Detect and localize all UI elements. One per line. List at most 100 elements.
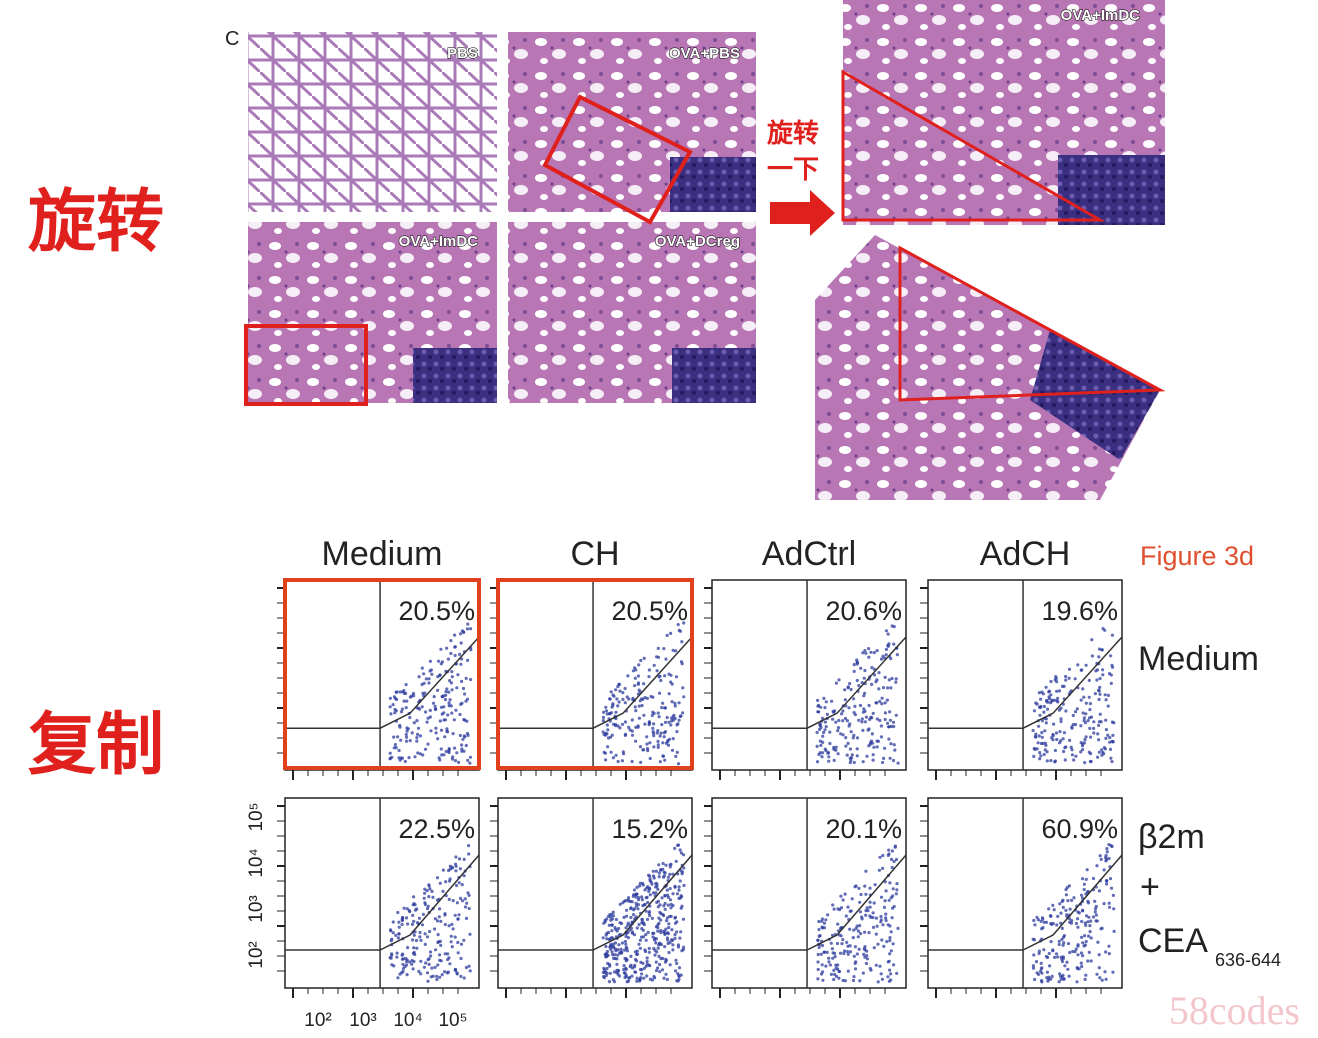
- event-dot: [875, 717, 879, 721]
- event-dot: [1047, 951, 1051, 956]
- event-dot: [632, 965, 637, 969]
- event-dot: [1057, 942, 1061, 947]
- event-dot: [391, 920, 395, 924]
- event-dot: [875, 649, 879, 653]
- event-dot: [405, 973, 409, 977]
- event-dot: [865, 906, 869, 910]
- event-dot: [868, 717, 872, 722]
- event-dot: [1083, 721, 1088, 725]
- event-dot: [392, 964, 396, 968]
- y-tick-label: 10⁴: [246, 848, 267, 877]
- event-dot: [422, 672, 426, 676]
- event-dot: [815, 730, 819, 735]
- event-dot: [647, 946, 651, 951]
- event-dot: [444, 690, 448, 694]
- event-dot: [1061, 943, 1065, 947]
- event-dot: [862, 694, 866, 698]
- event-dot: [887, 642, 891, 646]
- event-dot: [890, 676, 894, 681]
- event-dot: [444, 880, 448, 884]
- event-dot: [1043, 741, 1047, 745]
- event-dot: [675, 930, 679, 934]
- event-dot: [1097, 655, 1101, 659]
- event-dot: [663, 674, 667, 678]
- event-dot: [831, 903, 835, 907]
- event-dot: [843, 892, 847, 896]
- event-dot: [458, 652, 462, 657]
- event-dot: [442, 711, 446, 715]
- event-dot: [669, 680, 673, 684]
- event-dot: [634, 895, 638, 899]
- event-dot: [1064, 888, 1068, 892]
- event-dot: [864, 909, 868, 913]
- event-dot: [681, 686, 685, 690]
- event-dot: [887, 848, 891, 852]
- event-dot: [401, 970, 405, 974]
- event-dot: [1092, 726, 1096, 731]
- event-dot: [1059, 719, 1063, 724]
- event-dot: [1052, 908, 1056, 912]
- event-dot: [832, 968, 836, 973]
- event-dot: [388, 696, 392, 700]
- event-dot: [434, 731, 438, 735]
- event-dot: [839, 906, 844, 910]
- event-dot: [663, 720, 668, 725]
- event-dot: [823, 706, 827, 710]
- event-dot: [861, 651, 865, 655]
- event-dot: [1068, 738, 1072, 743]
- event-dot: [1087, 915, 1091, 919]
- event-dot: [1049, 701, 1053, 705]
- event-dot: [438, 881, 442, 885]
- event-dot: [828, 730, 832, 734]
- event-dot: [1053, 760, 1057, 764]
- event-dot: [623, 720, 628, 724]
- percent-label: 22.5%: [398, 814, 475, 844]
- event-dot: [863, 720, 868, 724]
- event-dot: [1040, 690, 1044, 694]
- event-dot: [675, 730, 679, 734]
- event-dot: [663, 758, 667, 762]
- event-dot: [450, 945, 454, 949]
- event-dot: [1070, 753, 1074, 757]
- event-dot: [647, 873, 651, 877]
- event-dot: [436, 688, 440, 693]
- event-dot: [462, 857, 466, 862]
- event-dot: [394, 933, 398, 938]
- event-dot: [1106, 733, 1110, 737]
- event-dot: [894, 680, 898, 684]
- event-dot: [468, 932, 472, 936]
- event-dot: [887, 898, 891, 902]
- event-dot: [455, 901, 459, 905]
- event-dot: [881, 866, 885, 871]
- event-dot: [1104, 950, 1108, 954]
- event-dot: [662, 647, 666, 651]
- event-dot: [415, 946, 419, 950]
- event-dot: [623, 732, 628, 737]
- event-dot: [818, 934, 822, 938]
- event-dot: [1059, 974, 1063, 978]
- event-dot: [412, 933, 416, 937]
- event-dot: [1076, 943, 1080, 947]
- event-dot: [393, 696, 397, 701]
- event-dot: [390, 952, 394, 956]
- event-dot: [876, 739, 881, 743]
- event-dot: [668, 887, 672, 891]
- event-dot: [635, 885, 639, 890]
- event-dot: [843, 688, 847, 692]
- event-dot: [1075, 980, 1079, 984]
- event-dot: [453, 645, 457, 649]
- event-dot: [1061, 973, 1065, 977]
- left-labels: 旋转 复制: [28, 183, 164, 785]
- event-dot: [402, 906, 406, 910]
- event-dot: [673, 916, 677, 920]
- event-dot: [816, 967, 820, 972]
- event-dot: [870, 682, 874, 687]
- event-dot: [677, 966, 682, 970]
- event-dot: [674, 958, 678, 962]
- event-dot: [879, 914, 883, 919]
- event-dot: [1092, 720, 1096, 724]
- event-dot: [449, 940, 453, 944]
- event-dot: [888, 881, 892, 885]
- event-dot: [1079, 750, 1083, 754]
- event-dot: [822, 921, 827, 925]
